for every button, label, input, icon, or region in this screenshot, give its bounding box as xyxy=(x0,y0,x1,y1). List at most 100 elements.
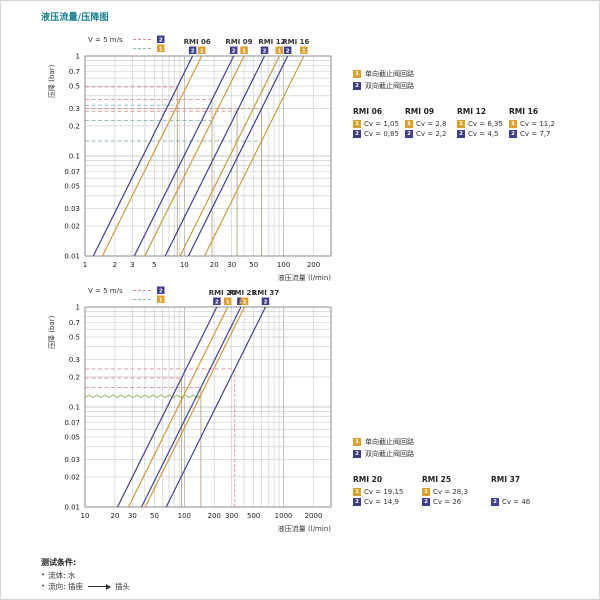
cv-column-rmi37: RMI 37 2 Cv = 46 xyxy=(491,475,560,507)
svg-text:0.5: 0.5 xyxy=(69,83,80,91)
test-conditions-title: 测试条件: xyxy=(41,558,77,567)
svg-text:RMI 09: RMI 09 xyxy=(225,38,252,46)
circuit-1-badge: 1 xyxy=(353,488,361,496)
svg-text:0.01: 0.01 xyxy=(64,253,80,261)
model-name: RMI 20 xyxy=(353,475,383,484)
svg-text:液压流量 (l/min): 液压流量 (l/min) xyxy=(278,273,331,281)
svg-text:0.7: 0.7 xyxy=(69,68,80,76)
fluid-label: 流体: 水 xyxy=(48,571,76,580)
test-conditions: 测试条件: • 流体: 水 • 流向: 插座 插头 xyxy=(41,557,130,592)
circuit-1-badge: 1 xyxy=(509,120,517,128)
svg-text:3: 3 xyxy=(130,261,134,269)
svg-text:1: 1 xyxy=(277,48,281,54)
cv-value: Cv = 0,85 xyxy=(364,130,399,138)
svg-text:压降 (bar): 压降 (bar) xyxy=(47,64,56,98)
svg-text:2: 2 xyxy=(191,48,195,54)
svg-text:0.1: 0.1 xyxy=(69,153,80,161)
flow-direction-label: 流向: 插座 xyxy=(48,582,84,591)
model-name: RMI 37 xyxy=(491,475,521,484)
circuit-1-label: 单向截止阀回路 xyxy=(365,70,414,78)
svg-text:RMI 37: RMI 37 xyxy=(252,289,279,297)
svg-text:0.02: 0.02 xyxy=(64,473,80,481)
model-name: RMI 16 xyxy=(509,107,539,116)
flow-direction-target: 插头 xyxy=(115,582,131,591)
circuit-1-badge: 1 xyxy=(353,438,361,446)
model-name: RMI 12 xyxy=(457,107,487,116)
svg-text:500: 500 xyxy=(247,512,260,520)
cv-value: Cv = 28,3 xyxy=(433,488,468,496)
svg-text:300: 300 xyxy=(225,512,238,520)
svg-text:1: 1 xyxy=(200,48,204,54)
svg-text:50: 50 xyxy=(150,512,159,520)
circuit-2-label: 双向截止阀回路 xyxy=(365,82,414,90)
svg-text:0.2: 0.2 xyxy=(69,373,80,381)
circuit-1-label: 单向截止阀回路 xyxy=(365,438,414,446)
cv-value: Cv = 14,9 xyxy=(364,498,399,506)
cv-value: Cv = 7,7 xyxy=(520,130,551,138)
svg-text:50: 50 xyxy=(249,261,258,269)
svg-text:RMI 20: RMI 20 xyxy=(209,289,236,297)
circuit-2-label: 双向截止阀回路 xyxy=(365,450,414,458)
model-name: RMI 06 xyxy=(353,107,383,116)
svg-text:RMI 12: RMI 12 xyxy=(258,38,285,46)
cv-column-rmi06: RMI 06 1 Cv = 1,05 2 Cv = 0,85 xyxy=(353,107,405,139)
svg-text:1: 1 xyxy=(243,299,247,305)
bullet: • xyxy=(41,582,46,590)
svg-text:0.7: 0.7 xyxy=(69,319,80,327)
circuit-2-badge: 2 xyxy=(353,130,361,138)
cv-value: Cv = 2,2 xyxy=(416,130,447,138)
circuit-2-legend: 2 双向截止阀回路 xyxy=(353,449,560,459)
svg-text:0.05: 0.05 xyxy=(64,434,80,442)
svg-text:1: 1 xyxy=(159,46,163,52)
svg-text:200: 200 xyxy=(208,512,221,520)
circuit-2-legend: 2 双向截止阀回路 xyxy=(353,81,561,91)
circuit-2-badge: 2 xyxy=(422,498,430,506)
svg-text:2000: 2000 xyxy=(305,512,323,520)
cv-column-rmi20: RMI 20 1 Cv = 19,15 2 Cv = 14,9 xyxy=(353,475,422,507)
svg-text:20: 20 xyxy=(110,512,119,520)
circuit-2-badge: 2 xyxy=(353,450,361,458)
svg-text:0.03: 0.03 xyxy=(64,205,80,213)
legend-panel-large-sizes: 1 单向截止阀回路 2 双向截止阀回路 RMI 20 1 Cv = 19,15 2… xyxy=(353,437,560,507)
svg-text:0.1: 0.1 xyxy=(69,404,80,412)
model-name: RMI 25 xyxy=(422,475,452,484)
cv-value: Cv = 11,2 xyxy=(520,120,555,128)
svg-text:0.07: 0.07 xyxy=(64,168,80,176)
circuit-1-legend: 1 单向截止阀回路 xyxy=(353,69,561,79)
svg-text:1: 1 xyxy=(159,297,163,303)
svg-text:RMI 25: RMI 25 xyxy=(229,289,256,297)
svg-text:100: 100 xyxy=(178,512,191,520)
cv-column-rmi12: RMI 12 1 Cv = 6,35 2 Cv = 4,5 xyxy=(457,107,509,139)
svg-text:1000: 1000 xyxy=(275,512,293,520)
svg-text:10: 10 xyxy=(180,261,189,269)
circuit-2-badge: 2 xyxy=(457,130,465,138)
cv-column-rmi25: RMI 25 1 Cv = 28,3 2 Cv = 26 xyxy=(422,475,491,507)
svg-text:压降 (bar): 压降 (bar) xyxy=(47,315,56,349)
cv-value: Cv = 19,15 xyxy=(364,488,404,496)
svg-text:30: 30 xyxy=(227,261,236,269)
circuit-1-badge: 1 xyxy=(457,120,465,128)
svg-text:0.03: 0.03 xyxy=(64,456,80,464)
svg-text:5: 5 xyxy=(152,261,156,269)
svg-text:2: 2 xyxy=(286,48,290,54)
test-condition-flow-direction: • 流向: 插座 插头 xyxy=(41,581,130,592)
svg-text:1: 1 xyxy=(83,261,87,269)
svg-text:RMI 06: RMI 06 xyxy=(184,38,211,46)
svg-text:0.01: 0.01 xyxy=(64,504,80,512)
cv-value: Cv = 4,5 xyxy=(468,130,499,138)
svg-text:RMI 16: RMI 16 xyxy=(282,38,309,46)
cv-value: Cv = 46 xyxy=(502,498,531,506)
svg-text:0.2: 0.2 xyxy=(69,122,80,130)
svg-text:1: 1 xyxy=(226,299,230,305)
svg-text:20: 20 xyxy=(210,261,219,269)
circuit-2-badge: 2 xyxy=(353,498,361,506)
cv-table-small-sizes: RMI 06 1 Cv = 1,05 2 Cv = 0,85 RMI 09 1 Cv … xyxy=(353,107,561,139)
circuit-1-legend: 1 单向截止阀回路 xyxy=(353,437,560,447)
cv-table-large-sizes: RMI 20 1 Cv = 19,15 2 Cv = 14,9 RMI 25 1 Cv… xyxy=(353,475,560,507)
svg-text:1: 1 xyxy=(242,48,246,54)
svg-text:10: 10 xyxy=(81,512,90,520)
bullet: • xyxy=(41,571,46,579)
cv-value: Cv = 6,35 xyxy=(468,120,503,128)
